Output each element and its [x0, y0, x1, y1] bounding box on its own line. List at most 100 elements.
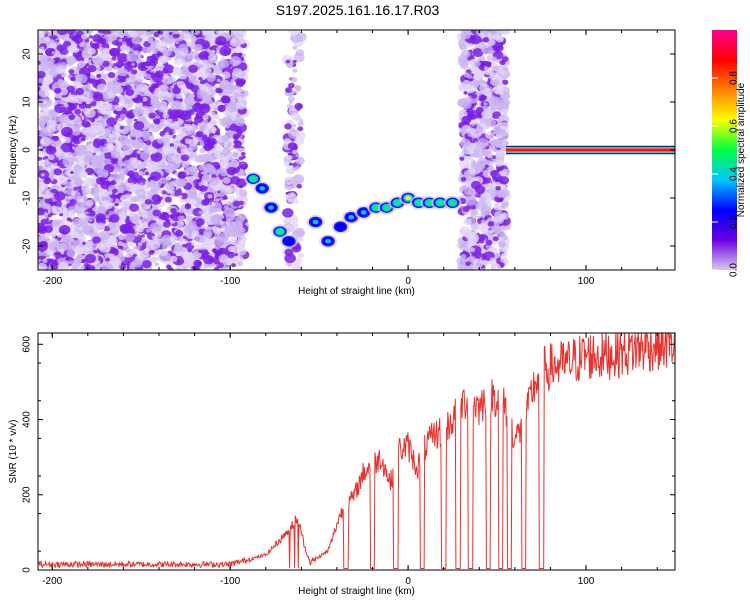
- noise-speckle: [283, 160, 292, 168]
- noise-speckle: [159, 177, 168, 184]
- noise-speckle: [192, 121, 197, 125]
- noise-speckle: [48, 109, 57, 117]
- noise-speckle: [176, 267, 182, 270]
- noise-speckle: [133, 107, 144, 116]
- noise-speckle: [288, 30, 300, 36]
- signal-blob: [437, 200, 444, 206]
- noise-speckle: [474, 118, 481, 124]
- noise-speckle: [282, 208, 294, 218]
- noise-speckle: [211, 202, 216, 207]
- noise-speckle: [485, 131, 495, 140]
- noise-speckle: [238, 189, 248, 197]
- noise-speckle: [292, 174, 305, 185]
- noise-speckle: [127, 199, 132, 204]
- noise-speckle: [85, 246, 93, 252]
- noise-speckle: [106, 110, 112, 116]
- noise-speckle: [228, 238, 234, 244]
- noise-speckle: [159, 101, 168, 108]
- noise-speckle: [111, 157, 119, 164]
- noise-speckle: [104, 252, 110, 258]
- noise-speckle: [297, 252, 304, 259]
- noise-speckle: [284, 248, 294, 256]
- noise-speckle: [80, 137, 86, 142]
- noise-speckle: [193, 259, 202, 268]
- noise-speckle: [144, 73, 152, 80]
- noise-speckle: [154, 262, 160, 267]
- noise-speckle: [286, 119, 293, 125]
- noise-speckle: [458, 43, 467, 50]
- noise-speckle: [83, 30, 94, 35]
- noise-speckle: [229, 159, 240, 168]
- noise-speckle: [208, 54, 216, 61]
- noise-speckle: [166, 189, 172, 194]
- noise-speckle: [208, 129, 212, 133]
- colorbar-tick-label: 0.4: [729, 167, 740, 181]
- x-tick-label: -100: [220, 276, 240, 287]
- noise-speckle: [196, 179, 202, 183]
- noise-speckle: [168, 31, 173, 35]
- noise-speckle: [475, 106, 484, 114]
- noise-speckle: [459, 266, 464, 270]
- noise-speckle: [38, 77, 44, 84]
- noise-speckle: [46, 125, 56, 134]
- noise-speckle: [165, 142, 172, 148]
- noise-speckle: [98, 206, 107, 214]
- noise-speckle: [474, 185, 486, 194]
- noise-speckle: [185, 221, 190, 225]
- noise-speckle: [106, 126, 114, 133]
- noise-speckle: [207, 94, 212, 98]
- noise-speckle: [459, 61, 469, 70]
- noise-speckle: [148, 112, 156, 119]
- signal-blob: [449, 200, 456, 206]
- noise-speckle: [111, 56, 117, 61]
- noise-speckle: [84, 217, 90, 222]
- noise-speckle: [501, 56, 509, 62]
- noise-speckle: [240, 227, 246, 233]
- noise-speckle: [130, 196, 137, 203]
- noise-speckle: [58, 114, 69, 123]
- noise-speckle: [58, 248, 65, 253]
- noise-speckle: [498, 209, 503, 213]
- noise-speckle: [49, 42, 57, 49]
- noise-speckle: [153, 118, 161, 125]
- noise-speckle: [175, 40, 180, 45]
- noise-speckle: [40, 173, 45, 177]
- noise-speckle: [70, 190, 77, 196]
- noise-speckle: [129, 203, 140, 212]
- noise-speckle: [290, 76, 298, 83]
- noise-speckle: [147, 38, 154, 44]
- noise-speckle: [171, 154, 183, 164]
- noise-speckle: [500, 213, 507, 219]
- noise-speckle: [487, 221, 495, 227]
- noise-speckle: [38, 222, 46, 233]
- y-tick-label: 20: [22, 48, 33, 60]
- noise-speckle: [38, 200, 49, 210]
- noise-speckle: [475, 203, 481, 208]
- x-axis-label: Height of straight line (km): [298, 286, 415, 297]
- noise-speckle: [85, 253, 96, 264]
- noise-speckle: [38, 151, 42, 156]
- noise-speckle: [72, 217, 84, 228]
- noise-speckle: [218, 197, 223, 201]
- noise-speckle: [473, 60, 481, 67]
- x-tick-label: 0: [405, 576, 411, 587]
- noise-speckle: [108, 136, 117, 144]
- noise-speckle: [109, 135, 114, 139]
- noise-speckle: [286, 62, 294, 69]
- noise-speckle: [65, 122, 72, 128]
- noise-speckle: [492, 226, 504, 235]
- noise-speckle: [110, 150, 121, 159]
- noise-speckle: [159, 212, 170, 221]
- noise-speckle: [294, 136, 305, 146]
- noise-speckle: [207, 84, 213, 89]
- noise-speckle: [236, 30, 247, 36]
- noise-speckle: [48, 241, 60, 251]
- noise-speckle: [148, 123, 155, 129]
- noise-speckle: [106, 143, 115, 151]
- noise-speckle: [59, 47, 69, 55]
- noise-speckle: [223, 207, 235, 217]
- noise-speckle: [286, 104, 293, 109]
- noise-speckle: [60, 142, 73, 153]
- noise-speckle: [167, 160, 175, 167]
- noise-speckle: [488, 161, 495, 166]
